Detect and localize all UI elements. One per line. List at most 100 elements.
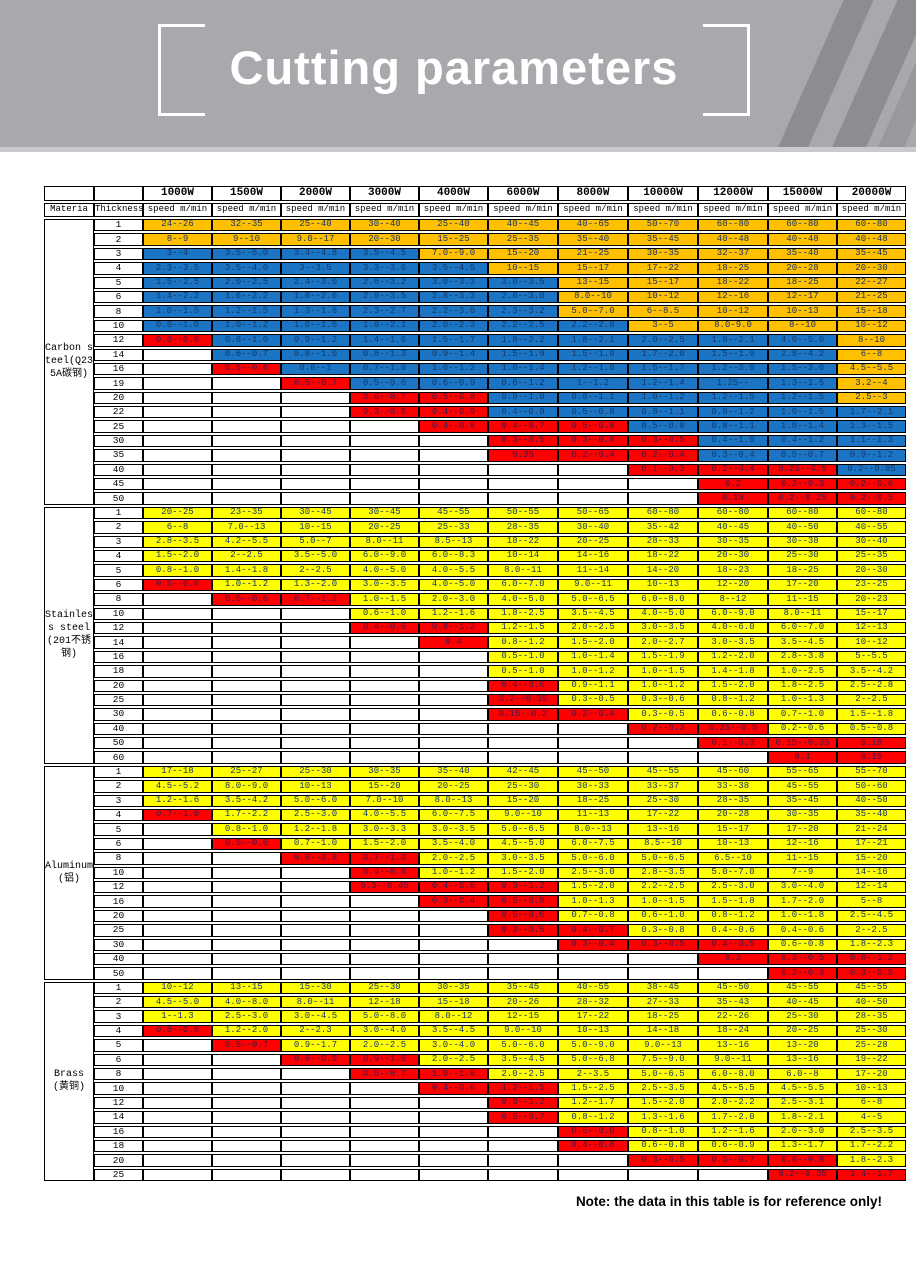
- speed-cell-empty: [419, 1154, 488, 1167]
- speed-cell: 20--25: [558, 535, 628, 548]
- speed-cell-empty: [419, 1140, 488, 1153]
- table-row: 3 1--1.3 2.5--3.0 3.0--4.5 5.0--8.0 8.0--12 12…: [44, 1010, 906, 1023]
- speed-cell: 1.0--2.5: [768, 665, 837, 678]
- speed-cell: 35--45: [628, 233, 698, 246]
- table-row: 40 0.3 0.3--0.5 0.8--1.2: [44, 952, 906, 966]
- table-row: 45 0.2 0.2--0.3 0.2--0.6: [44, 478, 906, 491]
- speed-cell: 0.8--1.0: [212, 823, 281, 836]
- speed-cell: 12--17: [768, 290, 837, 304]
- speed-cell: 8.0-9.0: [698, 319, 768, 333]
- speed-cell: 15--18: [837, 305, 906, 318]
- speed-cell-empty: [350, 679, 419, 692]
- table-row: 10 0.8--1.0 1.0--1.2 1.0--1.6 1.8--2.1 2.0--2…: [44, 319, 906, 333]
- thickness-cell: 14: [94, 1111, 143, 1124]
- speed-cell: 0.3--0.45: [350, 880, 419, 894]
- table-row: 3 1.2--1.6 3.5--4.2 5.0--6.0 7.0--10 8.0--13 1…: [44, 794, 906, 808]
- table-row: 50 0.18 0.2--0.25 0.2--0.5: [44, 492, 906, 505]
- speed-cell: 0.3: [698, 952, 768, 966]
- speed-cell-empty: [143, 1140, 212, 1153]
- speed-cell-empty: [488, 1154, 558, 1167]
- speed-cell: 1.8--2.3: [837, 938, 906, 951]
- speed-cell: 0.9--1.1: [558, 679, 628, 692]
- speed-cell: 0.9--1.2: [837, 449, 906, 462]
- speed-cell-empty: [212, 449, 281, 462]
- speed-cell: 0.15--0.35: [768, 737, 837, 750]
- corner-blank: [94, 186, 143, 201]
- speed-cell: 45--60: [698, 765, 768, 779]
- speed-cell-empty: [698, 751, 768, 764]
- speed-cell: 60--80: [698, 219, 768, 232]
- speed-cell: 1.5--1.9: [628, 650, 698, 664]
- speed-cell-empty: [488, 938, 558, 951]
- speed-cell-empty: [212, 1111, 281, 1124]
- speed-cell: 50--60: [837, 780, 906, 793]
- thickness-cell: 1: [94, 219, 143, 232]
- speed-cell: 12--16: [768, 837, 837, 851]
- speed-cell: 0.18: [698, 492, 768, 505]
- speed-cell-empty: [628, 492, 698, 505]
- speed-cell: 1.2--3.0: [698, 362, 768, 376]
- speed-cell: 5.0--6.0: [558, 852, 628, 865]
- speed-cell-empty: [143, 823, 212, 836]
- speed-cell: 55--70: [837, 765, 906, 779]
- speed-cell: 0.4: [419, 636, 488, 649]
- speed-cell: 15--17: [698, 823, 768, 836]
- speed-cell: 19--22: [837, 1053, 906, 1067]
- speed-cell: 30--40: [837, 535, 906, 548]
- speed-cell: 32--35: [212, 219, 281, 232]
- speed-cell: 2.0--2.5: [212, 276, 281, 289]
- material-cell: Carbon steel(Q235A碳钢): [44, 219, 94, 505]
- speed-cell-empty: [419, 909, 488, 923]
- speed-cell: 0.2--0.4: [628, 449, 698, 462]
- speed-cell-empty: [143, 751, 212, 764]
- speed-cell: 0.3--0.4: [698, 449, 768, 462]
- table-row: 40 0.1--0.3 0.2--0.4 0.25--0.5 0.2--0.85: [44, 463, 906, 477]
- speed-cell-empty: [143, 1154, 212, 1167]
- thickness-cell: 3: [94, 794, 143, 808]
- speed-cell: 10--12: [837, 319, 906, 333]
- speed-cell: 0.3--0.5: [488, 434, 558, 448]
- speed-cell-empty: [281, 449, 350, 462]
- speed-cell: 0.6--1: [281, 362, 350, 376]
- speed-cell: 24--26: [143, 219, 212, 232]
- speed-cell-empty: [350, 737, 419, 750]
- speed-cell: 2--2.5: [837, 693, 906, 707]
- speed-cell-empty: [419, 1096, 488, 1110]
- speed-cell-empty: [350, 751, 419, 764]
- speed-cell: 0.3--0.4: [558, 938, 628, 951]
- table-row: 30 0.3--0.4 0.3--0.5 0.4--0.5 0.6--0.8 1.8--2…: [44, 938, 906, 951]
- speed-cell: 4.0--5.0: [350, 564, 419, 577]
- speed-cell: 5.0--6.5: [628, 852, 698, 865]
- speed-cell: 2.3--2.7: [350, 305, 419, 318]
- speed-cell: 0.4--0.6: [419, 1082, 488, 1095]
- speed-cell: 0.8--1.2: [698, 406, 768, 419]
- speed-cell: 0.2--0.6: [837, 478, 906, 491]
- speed-cell: 3.4--4.8: [281, 247, 350, 261]
- speed-cell-empty: [143, 880, 212, 894]
- speed-cell: 0.8--1.2: [837, 952, 906, 966]
- table-row: 4 0.6--0.8 1.2--2.0 2--2.3 3.0--4.0 3.5--4.5 9…: [44, 1024, 906, 1038]
- speed-cell-empty: [628, 1168, 698, 1182]
- speed-cell: 2--2.5: [281, 564, 350, 577]
- table-row: 25 0.4--0.6 0.4--0.7 0.5--0.8 0.5--0.8 0.8--1…: [44, 420, 906, 433]
- speed-cell: 35--43: [698, 996, 768, 1009]
- speed-cell: 0.7--1.0: [350, 852, 419, 865]
- speed-cell-empty: [350, 449, 419, 462]
- speed-cell: 1.2--1.7: [558, 1096, 628, 1110]
- table-row: 10 0.6--1.0 1.2--1.6 1.8--2.5 3.5--4.5 4.0--5…: [44, 607, 906, 620]
- table-row: 16 0.3--0.4 0.5--0.8 1.0--1.3 1.0--1.5 1.5--1…: [44, 895, 906, 908]
- speed-cell-empty: [143, 967, 212, 980]
- speed-cell: 11--15: [768, 852, 837, 865]
- speed-cell: 10--13: [281, 780, 350, 793]
- speed-cell-empty: [558, 1154, 628, 1167]
- thickness-cell: 18: [94, 1140, 143, 1153]
- page-title: Cutting parameters: [229, 41, 679, 94]
- speed-cell-empty: [212, 420, 281, 433]
- speed-cell: 1.8--2.1: [350, 319, 419, 333]
- table-row: 8 0.5--0.6 0.7--1.2 1.0--1.5 2.0--3.0 4.0--5.…: [44, 593, 906, 606]
- speed-cell-empty: [350, 1140, 419, 1153]
- speed-cell: 25--40: [419, 219, 488, 232]
- speed-cell: 30--45: [350, 506, 419, 520]
- speed-cell: 0.2: [698, 478, 768, 491]
- speed-cell: 2.5--3.0: [281, 809, 350, 822]
